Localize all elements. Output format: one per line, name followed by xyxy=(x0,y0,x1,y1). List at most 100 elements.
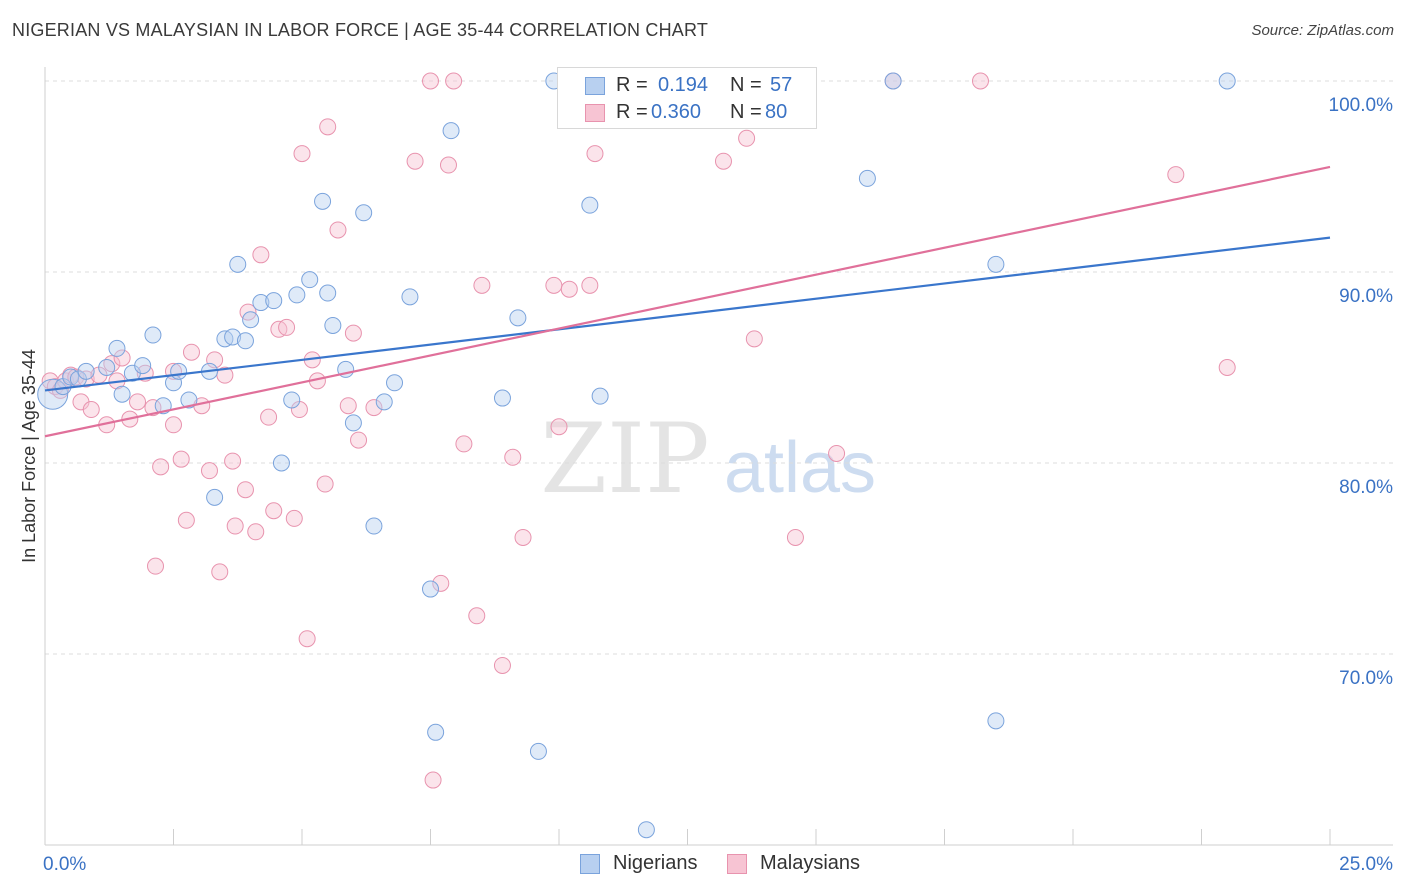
nigerian-point xyxy=(365,517,383,535)
y-tick-label: 100.0% xyxy=(1329,95,1394,116)
nigerian-point xyxy=(324,316,342,334)
stats-row-nigerian: R = 0.194 N = 57 xyxy=(558,73,816,101)
malaysian-point xyxy=(422,72,439,90)
malaysian-point xyxy=(152,458,170,476)
malaysian-n-label: N = xyxy=(730,101,762,123)
y-tick-label: 70.0% xyxy=(1339,668,1393,689)
tick-labels: 70.0% 80.0% 90.0% 100.0% 0.0% 25.0% In Labor F… xyxy=(19,95,1393,875)
watermark-zip: ZIP xyxy=(540,403,709,515)
nigerian-point xyxy=(301,271,319,289)
nigerian-point xyxy=(108,339,126,357)
malaysian-point xyxy=(265,502,283,520)
malaysian-point xyxy=(550,418,568,436)
nigerian-point xyxy=(493,389,511,407)
malaysian-point xyxy=(745,330,763,348)
x-tick-label-min: 0.0% xyxy=(43,854,86,875)
malaysian-point xyxy=(714,152,732,170)
malaysian-point xyxy=(1167,166,1185,184)
nigerian-point xyxy=(265,292,283,310)
malaysian-point xyxy=(172,450,190,468)
malaysian-point xyxy=(329,221,347,239)
series-legend: Nigerians Malaysians xyxy=(0,851,1406,879)
y-axis-label: In Labor Force | Age 35-44 xyxy=(19,349,39,563)
watermark-atlas: atlas xyxy=(724,428,876,508)
malaysian-point xyxy=(406,152,424,170)
nigerian-point xyxy=(427,723,445,741)
nigerian-point xyxy=(987,712,1005,730)
nigerian-trend-line xyxy=(44,236,1331,392)
nigerian-point xyxy=(442,122,460,140)
malaysian-point xyxy=(319,118,337,136)
trend-lines xyxy=(44,165,1331,438)
malaysian-point xyxy=(67,368,85,386)
nigerian-point xyxy=(98,359,116,376)
nigerian-point xyxy=(355,204,373,222)
nigerians-legend-label: Nigerians xyxy=(613,852,698,874)
malaysian-point xyxy=(514,528,532,546)
nigerian-point xyxy=(170,362,188,380)
malaysian-point xyxy=(424,771,442,789)
malaysian-point xyxy=(226,517,244,535)
malaysian-point xyxy=(82,401,100,419)
malaysian-point xyxy=(298,630,316,648)
malaysian-point xyxy=(445,72,463,90)
nigerian-point xyxy=(224,328,242,346)
nigerian-point xyxy=(37,378,69,410)
malaysian-point xyxy=(211,563,229,581)
y-tick-label: 90.0% xyxy=(1339,286,1393,307)
malaysian-point xyxy=(285,509,303,527)
axes xyxy=(44,67,1393,846)
stats-legend: R = 0.194 N = 57 R = 0.360 N = 80 xyxy=(557,67,817,129)
nigerian-point xyxy=(242,311,260,329)
nigerian-point xyxy=(344,414,362,432)
chart-title: NIGERIAN VS MALAYSIAN IN LABOR FORCE | A… xyxy=(12,20,709,40)
nigerian-point xyxy=(987,255,1005,273)
malaysian-point xyxy=(455,435,473,453)
malaysian-point xyxy=(504,448,522,466)
nigerian-point xyxy=(1218,72,1236,90)
nigerian-point xyxy=(229,255,247,273)
malaysian-point xyxy=(200,462,218,480)
nigerian-point xyxy=(206,488,224,506)
nigerian-n-label: N = xyxy=(730,74,762,96)
malaysian-point xyxy=(129,393,147,411)
nigerians-legend-swatch xyxy=(580,854,600,874)
nigerian-point xyxy=(180,391,198,409)
malaysian-point xyxy=(1218,359,1236,376)
nigerian-point xyxy=(422,580,439,598)
malaysian-point xyxy=(350,431,368,449)
malaysian-point xyxy=(236,481,254,499)
nigerian-point xyxy=(283,391,301,409)
grid-lines xyxy=(45,80,1393,655)
nigerian-point xyxy=(113,385,131,403)
malaysian-point xyxy=(468,607,486,625)
malaysian-point xyxy=(177,511,195,529)
nigerian-point xyxy=(858,169,876,187)
nigerian-point xyxy=(134,357,152,375)
malaysian-point xyxy=(260,408,278,426)
malaysian-point xyxy=(560,280,578,298)
malaysian-point xyxy=(581,276,599,294)
nigerian-point xyxy=(637,821,655,839)
nigerian-r-label: R = xyxy=(616,74,648,96)
malaysian-point xyxy=(165,416,182,434)
x-tick-label-max: 25.0% xyxy=(1339,854,1393,875)
malaysian-point xyxy=(432,574,450,592)
nigerian-point xyxy=(144,326,162,344)
nigerian-point xyxy=(529,742,547,760)
malaysian-point xyxy=(971,72,989,90)
nigerian-point xyxy=(401,288,419,306)
malaysian-point xyxy=(113,349,131,367)
malaysian-point xyxy=(586,145,604,163)
nigerian-point xyxy=(884,72,902,90)
malaysian-point xyxy=(493,656,511,674)
malaysian-point xyxy=(439,156,457,174)
nigerian-point xyxy=(252,294,270,312)
stats-row-malaysian: R = 0.360 N = 80 xyxy=(558,100,816,128)
nigerian-point xyxy=(236,332,254,350)
malaysian-point xyxy=(473,276,491,294)
nigerian-point xyxy=(386,374,404,392)
watermark: ZIP atlas xyxy=(540,403,876,515)
malaysian-r-value: 0.360 xyxy=(651,101,702,123)
